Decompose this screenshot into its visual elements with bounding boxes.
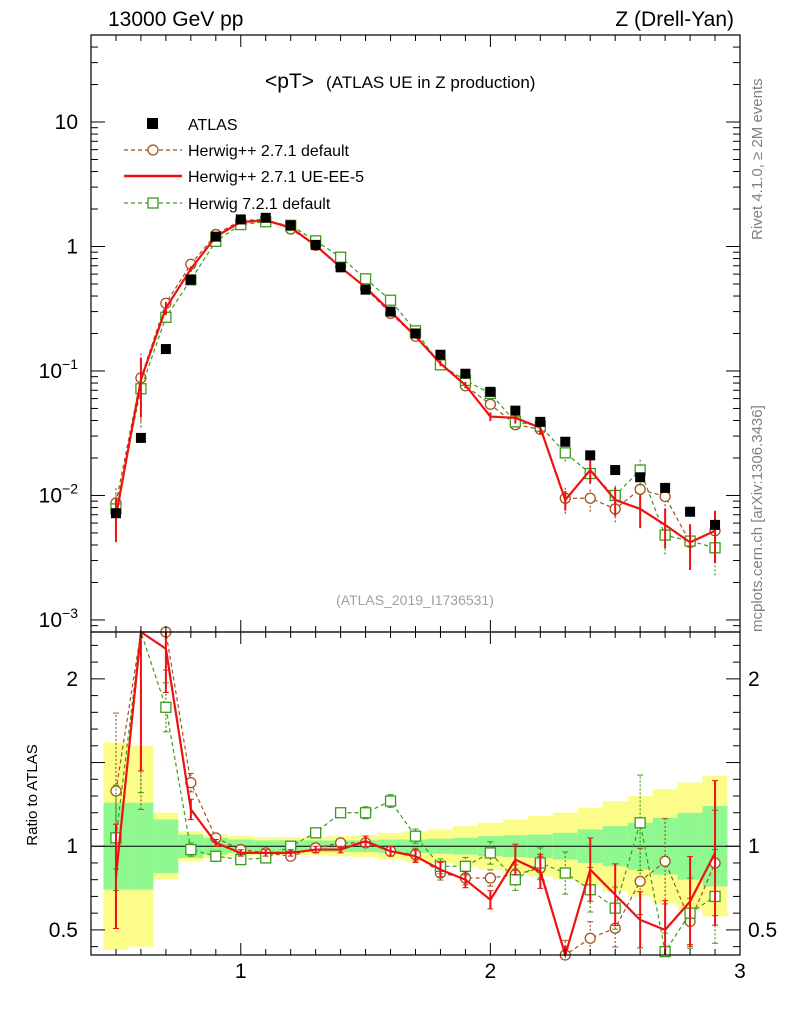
title-sub: (ATLAS UE in Z production) — [326, 73, 535, 92]
series-point-ratio — [559, 867, 571, 879]
atlas-point — [460, 368, 471, 379]
series-point-ratio — [334, 807, 347, 819]
atlas-point — [435, 349, 446, 360]
legend-entry-3: Herwig 7.2.1 default — [124, 196, 331, 213]
atlas-point — [260, 212, 271, 223]
atlas-point — [485, 386, 496, 397]
atlas-point — [185, 274, 196, 285]
y-tick-label: 10−3 — [39, 605, 79, 632]
series-point-ratio — [459, 860, 472, 872]
x-tick-label: 2 — [485, 960, 497, 983]
series-point-ratio — [484, 872, 497, 884]
ratio-frame — [90, 631, 741, 956]
atlas-point — [310, 239, 321, 250]
legend: ATLAS Herwig++ 2.7.1 default Herwig++ 2.7.… — [124, 117, 364, 213]
series-point-ratio — [659, 855, 671, 867]
series-point-ratio — [634, 817, 646, 829]
header-left: 13000 GeV pp — [108, 8, 244, 31]
series-point-ratio — [185, 843, 197, 856]
series-point-ratio — [210, 850, 222, 862]
plot-frames — [90, 34, 741, 956]
atlas-point — [635, 472, 646, 483]
series-point-ratio — [384, 795, 397, 807]
atlas-point — [285, 220, 296, 231]
series-line-main — [115, 218, 716, 544]
series-point-ratio — [484, 847, 497, 859]
legend-label: Herwig++ 2.7.1 UE-EE-5 — [188, 169, 364, 186]
series-point-main — [384, 294, 397, 306]
ratio-tick-label-right: 2 — [748, 668, 760, 691]
series-point-main — [584, 492, 596, 504]
series-point-main — [559, 447, 571, 459]
series-point-main — [359, 273, 372, 285]
atlas-point — [210, 231, 221, 242]
atlas-point — [585, 450, 596, 461]
series-point-ratio — [634, 875, 646, 888]
ratio-ylabel: Ratio to ATLAS — [24, 744, 41, 845]
atlas-point — [710, 519, 721, 530]
ratio-tick-label: 2 — [66, 668, 78, 691]
series-atlas — [110, 212, 721, 530]
atlas-point — [235, 214, 246, 225]
atlas-point — [560, 436, 571, 447]
legend-label: Herwig 7.2.1 default — [188, 196, 331, 213]
ratio-tick-label: 0.5 — [49, 919, 78, 942]
header-right: Z (Drell-Yan) — [615, 8, 734, 31]
series-point-main — [634, 483, 646, 495]
legend-entry-1: Herwig++ 2.7.1 default — [124, 143, 350, 160]
ratio-tick-label-right: 0.5 — [748, 919, 777, 942]
analysis-tag: (ATLAS_2019_I1736531) — [336, 592, 494, 608]
series-point-main — [484, 398, 497, 410]
legend-label: ATLAS — [188, 117, 238, 134]
atlas-point — [610, 465, 621, 476]
atlas-point — [685, 506, 696, 517]
legend-entry-0: ATLAS — [147, 117, 238, 134]
atlas-point — [135, 432, 146, 443]
series-point-ratio — [160, 701, 172, 713]
atlas-point — [410, 328, 421, 339]
ratio-tick-label-right: 1 — [748, 835, 760, 858]
series-line-ratio — [115, 631, 716, 956]
x-tick-label: 3 — [734, 960, 746, 983]
y-tick-label: 10−2 — [39, 480, 79, 507]
legend-marker — [147, 118, 158, 129]
series-point-main — [659, 490, 671, 503]
atlas-point — [535, 416, 546, 427]
y-tick-label: 10−1 — [39, 356, 79, 383]
atlas-point — [110, 508, 121, 519]
axis-labels: 10 1 10−1 10−2 10−3 2 2 1 1 0.5 0.5 1 2 3 Ratio to ATL… — [24, 111, 777, 983]
legend-marker — [147, 144, 159, 156]
series-point-main — [334, 251, 347, 263]
atlas-point — [510, 405, 521, 416]
atlas-point — [160, 344, 171, 355]
title-main: <pT> — [265, 70, 314, 93]
legend-entry-2: Herwig++ 2.7.1 UE-EE-5 — [124, 169, 364, 186]
plot-title: <pT> (ATLAS UE in Z production) (ATLAS_201… — [265, 70, 535, 608]
atlas-point — [360, 284, 371, 295]
atlas-point — [660, 482, 671, 493]
series-point-ratio — [359, 807, 372, 819]
series-point-ratio — [409, 830, 422, 842]
y-tick-label: 1 — [66, 235, 78, 258]
atlas-point — [335, 262, 346, 273]
series-point-ratio — [509, 874, 521, 886]
ratio-tick-label: 1 — [66, 835, 78, 858]
x-tick-label: 1 — [235, 960, 247, 983]
series-point-ratio — [584, 932, 596, 944]
legend-label: Herwig++ 2.7.1 default — [188, 143, 350, 160]
atlas-point — [385, 306, 396, 317]
legend-marker — [147, 197, 159, 209]
y-tick-label: 10 — [55, 111, 78, 134]
series-line-main — [115, 221, 716, 549]
series-line-main — [114, 219, 716, 544]
series-line-ratio — [114, 630, 717, 959]
series-point-ratio — [310, 827, 322, 839]
